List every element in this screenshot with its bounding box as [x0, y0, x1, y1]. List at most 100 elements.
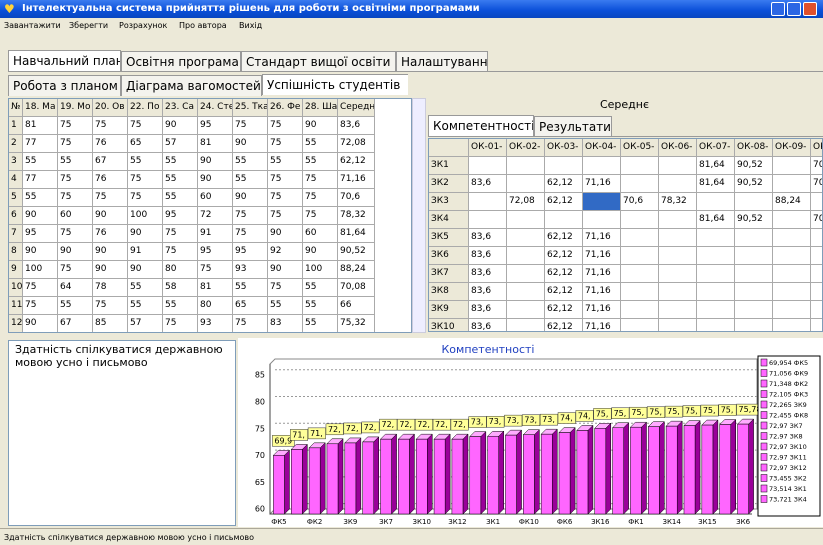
grid-cell[interactable]: 90 — [23, 315, 58, 332]
grid-cell[interactable] — [621, 301, 659, 319]
grid-cell[interactable]: 100 — [303, 261, 338, 279]
grid-cell[interactable]: 55 — [303, 279, 338, 297]
grid-cell[interactable] — [773, 319, 811, 331]
tab[interactable]: Результати — [534, 116, 612, 136]
grid-cell[interactable]: 83,6 — [469, 319, 507, 331]
grid-cell[interactable]: 80 — [163, 261, 198, 279]
grid-cell[interactable] — [621, 157, 659, 175]
row-header[interactable]: 9 — [9, 261, 23, 279]
grid-cell[interactable] — [811, 229, 822, 247]
grid-cell[interactable] — [659, 157, 697, 175]
grid-cell[interactable] — [621, 319, 659, 331]
grid-cell[interactable]: 55 — [233, 279, 268, 297]
grid-cell[interactable] — [545, 211, 583, 229]
grid-cell[interactable]: 55 — [303, 135, 338, 153]
row-header[interactable]: 10 — [9, 279, 23, 297]
grid-cell[interactable]: 75 — [268, 189, 303, 207]
grid-cell[interactable]: 71,16 — [583, 247, 621, 265]
grid-cell[interactable]: 75 — [93, 189, 128, 207]
grid-cell[interactable] — [773, 229, 811, 247]
grid-cell[interactable]: 83,6 — [469, 301, 507, 319]
grid-cell[interactable] — [545, 157, 583, 175]
grid-cell[interactable]: 55 — [268, 297, 303, 315]
grid-cell[interactable]: 75 — [163, 225, 198, 243]
grid-cell[interactable]: 67 — [93, 153, 128, 171]
grid-cell[interactable]: 55 — [58, 297, 93, 315]
grid-cell[interactable]: 83 — [268, 315, 303, 332]
grid-cell[interactable] — [507, 175, 545, 193]
grid-cell[interactable] — [811, 283, 822, 301]
grid-cell[interactable] — [659, 283, 697, 301]
grid-cell[interactable]: 90,52 — [735, 157, 773, 175]
grid-cell[interactable]: 62,12 — [545, 283, 583, 301]
grid-cell[interactable]: 77 — [23, 135, 58, 153]
grid-cell[interactable]: 62,12 — [545, 319, 583, 331]
grid-cell[interactable]: 71,16 — [338, 171, 375, 189]
grid-cell[interactable] — [507, 265, 545, 283]
grid-cell[interactable]: 55 — [163, 297, 198, 315]
grid-cell[interactable] — [697, 283, 735, 301]
grid-cell[interactable]: 75 — [268, 207, 303, 225]
grid-cell[interactable] — [735, 265, 773, 283]
grid-cell[interactable]: 83,6 — [469, 229, 507, 247]
grid-cell[interactable] — [583, 157, 621, 175]
grid-cell[interactable]: 100 — [128, 207, 163, 225]
grid-cell[interactable]: 77 — [23, 171, 58, 189]
grid-cell[interactable]: 71,16 — [583, 175, 621, 193]
grid-cell[interactable]: 90,52 — [338, 243, 375, 261]
grid-cell[interactable]: 75 — [58, 225, 93, 243]
grid-cell[interactable] — [735, 301, 773, 319]
grid-cell[interactable]: 58 — [163, 279, 198, 297]
grid-cell[interactable] — [659, 211, 697, 229]
grid-cell[interactable]: 83,6 — [338, 117, 375, 135]
grid-cell[interactable] — [811, 319, 822, 331]
grid-cell[interactable]: 71,16 — [583, 301, 621, 319]
grid-cell[interactable]: 71,16 — [583, 229, 621, 247]
grid-cell[interactable]: 57 — [163, 135, 198, 153]
grid-cell[interactable]: 90 — [93, 207, 128, 225]
close-button[interactable] — [803, 2, 817, 16]
grid-cell[interactable]: 75 — [93, 117, 128, 135]
row-header[interactable]: 7 — [9, 225, 23, 243]
grid-cell[interactable]: 90 — [268, 225, 303, 243]
grid-cell[interactable] — [507, 283, 545, 301]
grid-cell[interactable]: 67 — [58, 315, 93, 332]
grid-cell[interactable] — [773, 175, 811, 193]
grid-cell[interactable] — [621, 247, 659, 265]
grid-cell[interactable]: 55 — [128, 279, 163, 297]
grid-cell[interactable]: 55 — [268, 153, 303, 171]
grid-cell[interactable] — [507, 319, 545, 331]
grid-cell[interactable]: 90 — [233, 189, 268, 207]
grid-cell[interactable]: 62,12 — [545, 193, 583, 211]
grid-cell[interactable]: 75 — [163, 315, 198, 332]
grid-cell[interactable] — [507, 247, 545, 265]
grid-cell[interactable] — [469, 193, 507, 211]
menu-item[interactable]: Зберегти — [69, 21, 109, 30]
grid-cell[interactable]: 75 — [163, 243, 198, 261]
grid-cell[interactable]: 55 — [303, 153, 338, 171]
grid-cell[interactable] — [773, 283, 811, 301]
grid-cell[interactable]: 71,16 — [583, 319, 621, 331]
grid-cell[interactable]: 62,12 — [545, 229, 583, 247]
grid-cell[interactable]: 75 — [128, 189, 163, 207]
grid-cell[interactable] — [621, 229, 659, 247]
tab[interactable]: Освітня програма — [121, 51, 241, 71]
grid-cell[interactable]: 66 — [338, 297, 375, 315]
grid-cell[interactable]: 60 — [58, 207, 93, 225]
grid-cell[interactable]: 88,24 — [773, 193, 811, 211]
grid-cell[interactable]: 75 — [128, 117, 163, 135]
row-header[interactable]: 12 — [9, 315, 23, 332]
grid-cell[interactable]: 95 — [233, 243, 268, 261]
selected-cell[interactable] — [583, 193, 621, 211]
grid-cell[interactable]: 81 — [23, 117, 58, 135]
grid-cell[interactable] — [659, 319, 697, 331]
grid-cell[interactable] — [773, 247, 811, 265]
grid-cell[interactable]: 55 — [303, 315, 338, 332]
grid-cell[interactable]: 81,64 — [697, 157, 735, 175]
grid-cell[interactable] — [811, 265, 822, 283]
grid-cell[interactable]: 55 — [23, 153, 58, 171]
grid-cell[interactable] — [507, 229, 545, 247]
grid-cell[interactable]: 75 — [303, 189, 338, 207]
grid-cell[interactable]: 90 — [233, 135, 268, 153]
tab[interactable]: Стандарт вищої освіти — [241, 51, 396, 71]
